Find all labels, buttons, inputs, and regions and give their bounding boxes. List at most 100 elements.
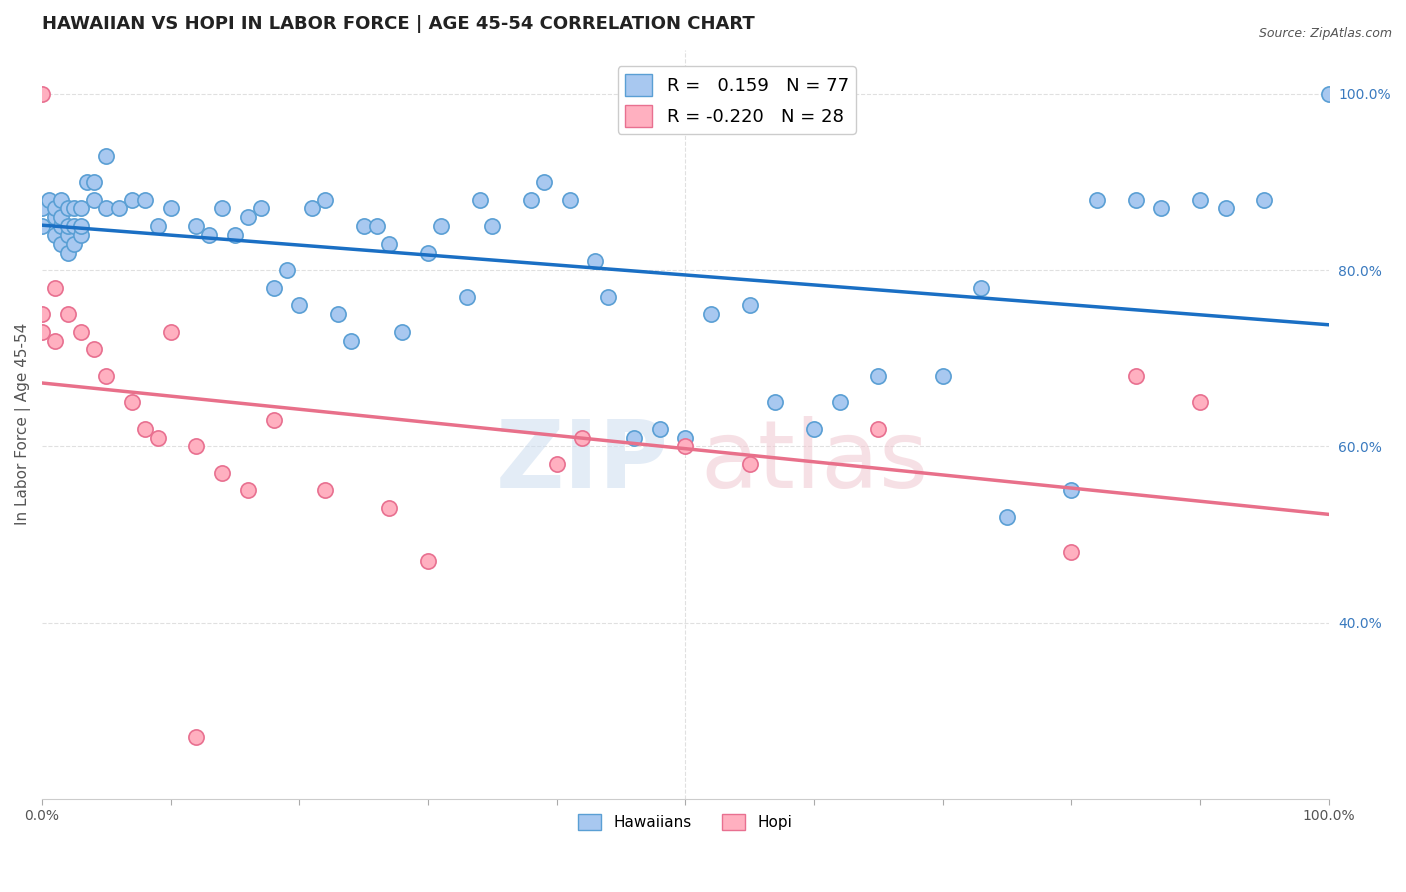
Point [159,202,181,216]
Point [44,202,66,216]
Point [326,307,349,321]
Point [673,439,696,453]
Point [56,307,79,321]
Point [224,227,246,242]
Point [263,413,285,427]
Point [1125,193,1147,207]
Point [31,202,53,216]
Point [56,202,79,216]
Point [416,245,439,260]
Point [96,148,118,162]
Point [1317,87,1340,101]
Point [38,193,60,207]
Point [31,325,53,339]
Point [1188,193,1211,207]
Point [1215,202,1237,216]
Point [134,193,156,207]
Legend: Hawaiians, Hopi: Hawaiians, Hopi [572,808,799,836]
Point [76,175,98,189]
Point [648,422,671,436]
Point [56,227,79,242]
Y-axis label: In Labor Force | Age 45-54: In Labor Force | Age 45-54 [15,323,31,525]
Point [51,236,73,251]
Point [1188,395,1211,409]
Point [623,431,645,445]
Point [378,501,401,516]
Point [1060,483,1083,498]
Point [83,343,105,357]
Point [314,483,336,498]
Point [583,254,606,268]
Point [63,219,86,233]
Point [533,175,555,189]
Text: ZIP: ZIP [496,416,669,508]
Point [236,483,259,498]
Point [108,202,131,216]
Point [44,281,66,295]
Point [673,431,696,445]
Point [69,227,91,242]
Point [301,202,323,216]
Text: HAWAIIAN VS HOPI IN LABOR FORCE | AGE 45-54 CORRELATION CHART: HAWAIIAN VS HOPI IN LABOR FORCE | AGE 45… [42,15,755,33]
Point [520,193,543,207]
Point [378,236,401,251]
Point [430,219,453,233]
Point [51,219,73,233]
Point [121,193,143,207]
Point [288,298,311,312]
Point [44,334,66,348]
Point [276,263,298,277]
Point [868,422,890,436]
Point [44,227,66,242]
Point [250,202,273,216]
Point [51,211,73,225]
Point [546,457,568,471]
Point [828,395,851,409]
Point [1125,368,1147,383]
Point [211,466,233,480]
Point [69,219,91,233]
Point [186,439,208,453]
Point [198,227,221,242]
Point [314,193,336,207]
Point [970,281,993,295]
Point [1060,545,1083,559]
Point [236,211,259,225]
Point [481,219,503,233]
Text: Source: ZipAtlas.com: Source: ZipAtlas.com [1258,27,1392,40]
Point [44,211,66,225]
Point [69,325,91,339]
Point [1085,193,1108,207]
Point [121,395,143,409]
Point [83,175,105,189]
Point [31,87,53,101]
Point [1253,193,1275,207]
Text: atlas: atlas [700,416,928,508]
Point [69,202,91,216]
Point [51,193,73,207]
Point [56,245,79,260]
Point [63,202,86,216]
Point [134,422,156,436]
Point [765,395,787,409]
Point [931,368,953,383]
Point [456,289,478,303]
Point [31,307,53,321]
Point [186,219,208,233]
Point [211,202,233,216]
Point [738,298,761,312]
Point [96,368,118,383]
Point [56,219,79,233]
Point [159,325,181,339]
Point [31,219,53,233]
Point [186,730,208,744]
Point [353,219,375,233]
Point [468,193,491,207]
Point [571,431,593,445]
Point [63,236,86,251]
Point [558,193,581,207]
Point [598,289,620,303]
Point [340,334,363,348]
Point [1150,202,1173,216]
Point [96,202,118,216]
